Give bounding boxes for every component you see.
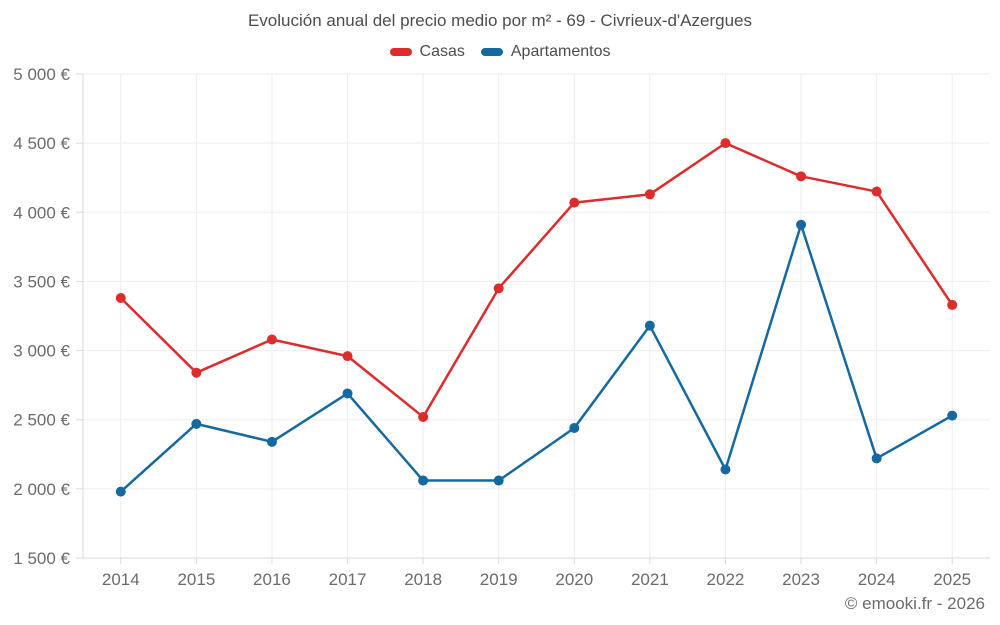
x-axis-label: 2022 bbox=[707, 570, 745, 589]
page-title: Evolución anual del precio medio por m² … bbox=[247, 11, 753, 30]
data-point bbox=[796, 171, 807, 182]
data-point bbox=[493, 283, 504, 294]
y-axis-label: 3 500 € bbox=[13, 272, 70, 291]
casas-series-swatch-icon bbox=[389, 48, 412, 56]
x-axis-label: 2023 bbox=[782, 570, 820, 589]
apartamentos-series-swatch-icon bbox=[480, 48, 503, 56]
y-axis-label: 4 000 € bbox=[13, 203, 70, 222]
y-axis-label: 4 500 € bbox=[13, 134, 70, 153]
x-axis-label: 2021 bbox=[631, 570, 669, 589]
x-axis-label: 2025 bbox=[933, 570, 971, 589]
data-point bbox=[796, 219, 807, 230]
footer-credit: © emooki.fr - 2026 bbox=[844, 594, 985, 613]
x-axis-label: 2018 bbox=[404, 570, 442, 589]
series-line-casas bbox=[119, 141, 954, 419]
x-axis-label: 2024 bbox=[858, 570, 896, 589]
data-point bbox=[644, 189, 655, 200]
data-point bbox=[720, 464, 731, 475]
legend-label-casas: Casas bbox=[419, 43, 465, 60]
data-point bbox=[644, 320, 655, 331]
legend: Casas Apartamentos bbox=[0, 43, 1000, 61]
data-point bbox=[569, 423, 580, 434]
data-point bbox=[342, 351, 353, 362]
data-point bbox=[115, 293, 126, 304]
legend-label-apartamentos: Apartamentos bbox=[510, 43, 611, 60]
data-point bbox=[266, 436, 277, 447]
data-point bbox=[569, 197, 580, 208]
x-axis-label: 2016 bbox=[253, 570, 291, 589]
data-point bbox=[115, 486, 126, 497]
y-axis-label: 5 000 € bbox=[13, 65, 70, 84]
data-point bbox=[871, 453, 882, 464]
y-axis-label: 2 000 € bbox=[13, 480, 70, 499]
data-point bbox=[493, 475, 504, 486]
data-point bbox=[720, 138, 731, 149]
data-point bbox=[191, 418, 202, 429]
x-axis-label: 2015 bbox=[177, 570, 215, 589]
data-point bbox=[947, 410, 958, 421]
series-line-apartamentos bbox=[119, 223, 954, 493]
x-axis-label: 2020 bbox=[555, 570, 593, 589]
y-axis-label: 2 500 € bbox=[13, 411, 70, 430]
data-point bbox=[947, 299, 958, 310]
legend-item-casas[interactable]: Casas bbox=[389, 43, 465, 61]
y-axis-label: 3 000 € bbox=[13, 342, 70, 361]
data-point bbox=[342, 388, 353, 399]
x-axis-label: 2014 bbox=[102, 570, 140, 589]
legend-item-apartamentos[interactable]: Apartamentos bbox=[480, 43, 611, 61]
x-axis-label: 2017 bbox=[329, 570, 367, 589]
data-point bbox=[266, 334, 277, 345]
y-axis-label: 1 500 € bbox=[13, 549, 70, 568]
data-point bbox=[418, 411, 429, 422]
x-axis-label: 2019 bbox=[480, 570, 518, 589]
data-point bbox=[191, 367, 202, 378]
data-point bbox=[871, 186, 882, 197]
data-point bbox=[418, 475, 429, 486]
